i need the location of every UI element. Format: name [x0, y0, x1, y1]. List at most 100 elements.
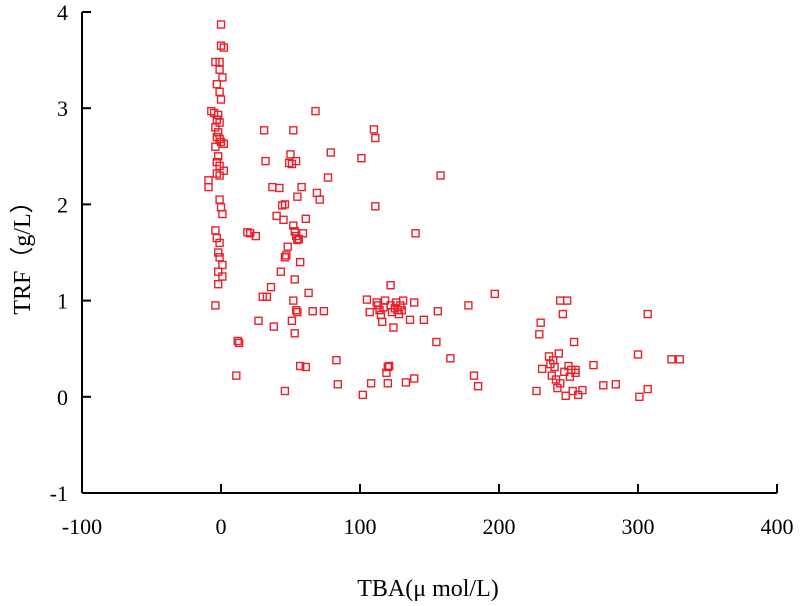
- data-point: [218, 73, 227, 82]
- data-point: [643, 384, 652, 394]
- data-point: [550, 362, 559, 372]
- data-point: [289, 221, 298, 230]
- data-point: [419, 315, 429, 324]
- data-point: [385, 361, 394, 371]
- data-point: [211, 301, 220, 310]
- data-point: [537, 364, 547, 374]
- data-point: [218, 209, 227, 219]
- data-point: [357, 153, 366, 163]
- data-point: [433, 307, 442, 316]
- x-tick-label: 300: [622, 514, 655, 539]
- data-point: [358, 390, 367, 400]
- data-point: [473, 382, 483, 391]
- data-point: [215, 238, 224, 248]
- data-point: [556, 379, 565, 388]
- data-point: [332, 356, 341, 365]
- data-point: [296, 257, 305, 267]
- data-point: [215, 171, 224, 180]
- data-point: [218, 272, 227, 281]
- data-point: [319, 307, 329, 316]
- data-point: [611, 380, 620, 389]
- data-point: [276, 267, 285, 276]
- y-tick-label: 4: [57, 0, 68, 25]
- data-point: [574, 390, 583, 400]
- data-point: [410, 298, 419, 307]
- data-point: [275, 183, 284, 193]
- data-point: [293, 235, 302, 245]
- axes: [81, 12, 777, 494]
- data-point: [578, 385, 587, 395]
- data-point: [289, 126, 298, 135]
- data-point: [204, 182, 213, 192]
- data-point: [405, 315, 415, 324]
- data-point: [369, 125, 379, 134]
- data-point: [294, 234, 303, 244]
- data-point: [215, 195, 224, 204]
- data-point: [204, 176, 213, 185]
- data-point: [297, 182, 306, 192]
- data-point: [290, 329, 299, 338]
- data-point: [383, 362, 392, 372]
- data-point: [279, 215, 288, 225]
- data-point: [211, 142, 220, 151]
- data-point: [333, 380, 342, 389]
- data-point: [315, 195, 324, 204]
- x-tick-label: 100: [344, 514, 377, 539]
- data-point: [436, 171, 445, 180]
- data-points: [204, 20, 684, 401]
- y-tick-label: 1: [57, 289, 68, 314]
- data-point: [293, 192, 302, 201]
- data-point: [216, 95, 226, 104]
- data-point: [280, 253, 290, 262]
- data-point: [635, 392, 644, 401]
- y-tick-label: 0: [57, 385, 68, 410]
- data-point: [211, 57, 220, 67]
- data-point: [410, 374, 419, 383]
- data-point: [362, 295, 372, 304]
- data-point: [254, 316, 263, 325]
- y-tick-label: -1: [50, 481, 68, 506]
- data-point: [366, 379, 376, 388]
- data-point: [411, 229, 420, 238]
- data-point: [571, 368, 580, 377]
- data-point: [589, 360, 598, 370]
- data-point: [213, 280, 223, 289]
- data-point: [219, 139, 229, 149]
- data-point: [259, 126, 269, 135]
- data-point: [562, 296, 572, 305]
- data-point: [290, 275, 299, 284]
- data-point: [213, 248, 223, 257]
- data-point: [262, 292, 272, 301]
- x-axis-title: TBA(μ mol/L): [357, 576, 499, 602]
- data-point: [389, 323, 398, 332]
- data-point: [293, 307, 302, 317]
- data-point: [298, 229, 308, 238]
- data-point: [269, 322, 278, 331]
- x-tick-label: 400: [761, 514, 794, 539]
- data-point: [272, 211, 281, 221]
- data-point: [261, 156, 270, 166]
- y-axis-title: TRF（g/L）: [10, 189, 36, 314]
- data-point: [289, 296, 298, 305]
- data-point: [373, 301, 383, 310]
- data-point: [219, 43, 229, 52]
- x-tick-label: 0: [216, 514, 227, 539]
- data-point: [432, 337, 441, 347]
- data-point: [569, 337, 579, 347]
- data-point: [233, 336, 242, 346]
- data-point: [446, 354, 455, 363]
- data-point: [268, 182, 277, 192]
- data-point: [215, 65, 224, 74]
- data-point: [536, 318, 545, 327]
- data-point: [633, 350, 643, 359]
- data-point: [469, 371, 479, 380]
- data-point: [291, 156, 301, 166]
- data-point: [397, 306, 406, 315]
- data-point: [218, 260, 227, 270]
- x-tick-label: 200: [483, 514, 516, 539]
- data-point: [599, 381, 608, 390]
- data-point: [553, 383, 562, 393]
- data-point: [401, 378, 411, 387]
- data-point: [667, 355, 676, 364]
- data-point: [215, 87, 224, 97]
